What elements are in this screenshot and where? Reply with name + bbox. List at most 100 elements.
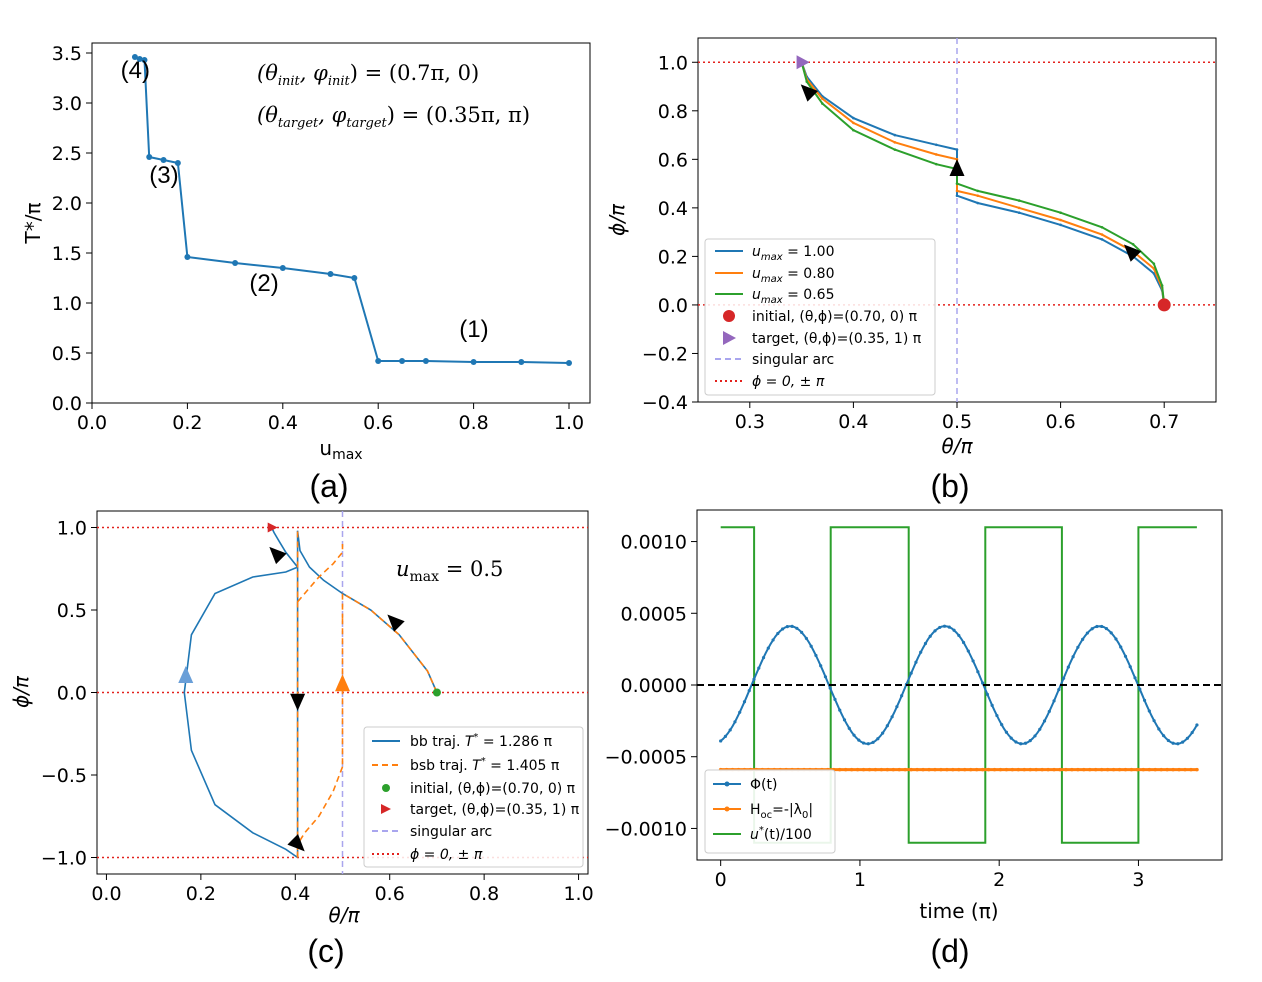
d-phi-point-12 xyxy=(747,689,751,693)
c-arrow-4 xyxy=(178,666,194,683)
b-series-0-point-9 xyxy=(955,148,959,151)
b-series-1-point-13 xyxy=(821,97,824,100)
d-phi-point-138 xyxy=(1047,709,1051,714)
d-phi-point-74 xyxy=(895,705,899,709)
a-annotation-2: (2) xyxy=(249,270,278,297)
d-phi-point-108 xyxy=(976,670,980,674)
d-hoc-point-34 xyxy=(921,767,925,772)
d-phi-point-140 xyxy=(1052,699,1056,703)
d-phi-point-4 xyxy=(728,728,732,732)
d-phi-point-62 xyxy=(866,742,870,746)
legend-d-hoc-marker xyxy=(724,806,730,812)
d-hoc-point-66 xyxy=(1111,767,1116,772)
a-point-0 xyxy=(131,54,138,60)
a-ytick-label-2: 1.0 xyxy=(52,293,82,315)
d-phi-point-14 xyxy=(752,677,756,681)
c-series-1-segment-0 xyxy=(341,592,438,693)
d-hoc-point-47 xyxy=(998,767,1003,772)
legend-c-target-marker xyxy=(381,804,391,814)
d-phi-point-40 xyxy=(814,653,818,658)
b-series-2-point-3 xyxy=(1131,242,1135,246)
d-hoc-point-46 xyxy=(992,767,997,772)
d-phi-point-94 xyxy=(942,624,947,628)
panel-c-legend-box xyxy=(363,726,584,868)
d-phi-point-160 xyxy=(1100,624,1104,629)
b-series-2-point-1 xyxy=(1160,284,1164,287)
a-ytick-label-0: 0.0 xyxy=(52,393,82,415)
d-hoc-point-43 xyxy=(974,767,979,772)
d-xtick-label-1: 1 xyxy=(854,869,866,891)
d-hoc-point-26 xyxy=(873,767,878,772)
d-phi-point-132 xyxy=(1033,734,1037,738)
d-hoc-point-49 xyxy=(1010,767,1015,772)
a-point-15 xyxy=(518,359,525,365)
caption-b: (b) xyxy=(930,468,969,504)
panel-b-legend-box xyxy=(704,238,936,396)
d-hoc-point-36 xyxy=(933,767,937,772)
panel-d-legend-box xyxy=(704,769,836,854)
d-hoc-point-58 xyxy=(1064,767,1068,772)
d-hoc-point-50 xyxy=(1016,767,1021,772)
a-xtick-label-4: 0.8 xyxy=(458,412,488,434)
c-xtick-label-4: 0.8 xyxy=(469,883,499,905)
d-phi-point-2 xyxy=(723,734,728,739)
panel-c-annotation: umax = 0.5 xyxy=(396,557,503,585)
c-series-0-segment-3 xyxy=(270,527,299,568)
b-series-0-point-4 xyxy=(1100,238,1104,241)
legend-c-bb-label: bb traj. T* = 1.286 π xyxy=(410,732,553,750)
panel-d-ticks: 0 1 2 3 −0.0010 −0.0005 0.0000 0.0005 0.0010 xyxy=(605,532,1145,891)
d-hoc-point-59 xyxy=(1070,767,1074,772)
a-point-14 xyxy=(470,359,477,365)
d-phi-point-164 xyxy=(1109,631,1113,635)
c-arrow-2 xyxy=(290,693,306,711)
d-hoc-point-38 xyxy=(945,767,949,772)
d-hoc-point-61 xyxy=(1082,767,1086,772)
d-phi-point-48 xyxy=(833,697,837,702)
legend-b-singular-label: singular arc xyxy=(752,352,834,368)
d-hoc-point-79 xyxy=(1189,767,1193,772)
d-phi-point-152 xyxy=(1081,637,1085,641)
a-point-6 xyxy=(184,254,191,260)
d-phi-point-38 xyxy=(809,644,813,648)
b-series-0-point-8 xyxy=(955,194,959,198)
d-phi-point-42 xyxy=(819,664,823,668)
b-ytick-label-1: −0.2 xyxy=(642,343,688,365)
b-series-2-point-6 xyxy=(1017,199,1021,202)
d-hoc-point-33 xyxy=(915,767,919,772)
b-series-1-point-12 xyxy=(852,121,855,125)
legend-c-initial-label: initial, (θ,ϕ)=(0.70, 0) π xyxy=(410,781,576,797)
b-series-0-point-11 xyxy=(893,133,897,137)
b-series-0-point-12 xyxy=(852,116,855,120)
d-xtick-label-0: 0 xyxy=(715,869,727,891)
d-hoc-point-69 xyxy=(1129,767,1134,772)
d-phi-point-118 xyxy=(1000,723,1004,727)
d-phi-point-16 xyxy=(757,666,761,670)
b-arrow-2 xyxy=(800,84,819,102)
legend-b-target-label: target, (θ,ϕ)=(0.35, 1) π xyxy=(752,331,922,347)
d-phi-point-50 xyxy=(838,708,842,712)
d-phi-point-60 xyxy=(861,741,866,745)
b-ytick-label-3: 0.2 xyxy=(658,246,688,268)
d-hoc-point-41 xyxy=(962,767,967,772)
d-hoc-point-21 xyxy=(843,767,848,772)
d-phi-point-156 xyxy=(1090,627,1094,631)
d-xtick-label-3: 3 xyxy=(1132,869,1144,891)
d-phi-point-186 xyxy=(1161,734,1166,738)
a-ytick-label-5: 2.5 xyxy=(52,143,82,165)
legend-b-u100-label: umax = 1.00 xyxy=(752,244,834,263)
b-series-0-point-7 xyxy=(976,201,980,205)
b-ytick-label-4: 0.4 xyxy=(658,198,688,220)
d-hoc-point-56 xyxy=(1052,767,1056,772)
a-xtick-label-5: 1.0 xyxy=(554,412,584,434)
d-hoc-point-22 xyxy=(849,767,854,772)
b-xtick-label-3: 0.6 xyxy=(1045,411,1075,433)
d-phi-point-158 xyxy=(1095,624,1099,629)
d-hoc-point-63 xyxy=(1093,767,1098,772)
d-phi-point-6 xyxy=(733,720,737,724)
d-hoc-point-23 xyxy=(855,767,860,772)
d-hoc-point-72 xyxy=(1147,767,1152,772)
d-phi-point-82 xyxy=(914,660,918,664)
d-phi-point-28 xyxy=(785,624,789,629)
b-xtick-label-2: 0.5 xyxy=(942,411,972,433)
c-arrow-3 xyxy=(335,674,350,692)
